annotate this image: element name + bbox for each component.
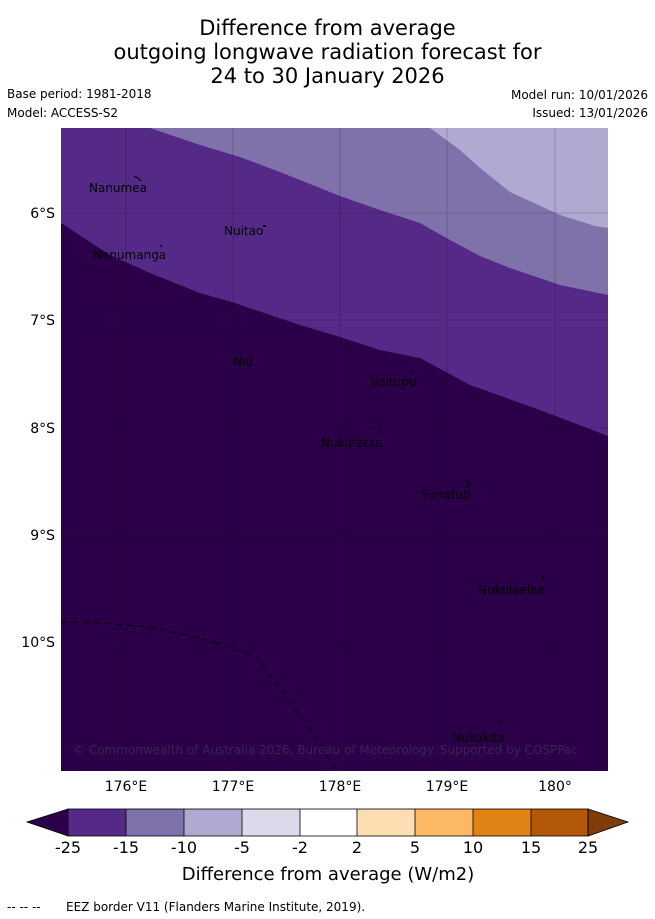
colorbar-swatch — [242, 809, 300, 836]
model-run: Model run: 10/01/2026 — [510, 88, 648, 102]
island-nukufetau — [377, 430, 382, 434]
island-nanumea — [133, 175, 142, 182]
lon-tick-label: 176°E — [105, 779, 148, 795]
map-panel: Nanumea Nuitao Nanumanga Niu Vaitupu Nuk… — [60, 128, 608, 771]
eez-legend-text: EEZ border V11 (Flanders Marine Institut… — [66, 900, 365, 914]
colorbar-tick-label: 25 — [578, 838, 598, 857]
lon-tick-label: 177°E — [212, 779, 255, 795]
lat-tick-label: 10°S — [21, 635, 55, 651]
colorbar-tick-label: -2 — [292, 838, 308, 857]
lat-tick-label: 9°S — [30, 528, 55, 544]
map-copyright: © Commonwealth of Australia 2026, Bureau… — [73, 743, 578, 757]
colorbar-tick-label: 15 — [521, 838, 541, 857]
place-label-funafuti: Funafuti — [422, 488, 471, 502]
lat-tick-label: 7°S — [30, 313, 55, 329]
map-gridlines — [61, 128, 608, 771]
lon-tick-label: 180° — [538, 779, 572, 795]
colorbar-swatch — [531, 809, 588, 836]
colorbar-tick-label: 5 — [410, 838, 420, 857]
place-label-nuilakita: Nuilakita — [452, 731, 505, 745]
colorbar-tick-label: -10 — [171, 838, 197, 857]
colorbar-tick-label: 2 — [352, 838, 362, 857]
place-label-niu: Niu — [233, 355, 253, 369]
place-label-nukulaelae: Nukulaelae — [478, 583, 545, 597]
colorbar: -25 -15 -10 -5 -2 2 5 10 15 25 Differenc… — [25, 808, 630, 885]
colorbar-title: Difference from average (W/m2) — [182, 864, 474, 885]
base-period: Base period: 1981-2018 — [7, 87, 152, 101]
issued-date: Issued: 13/01/2026 — [532, 106, 648, 120]
place-label-nanumanga: Nanumanga — [93, 248, 166, 262]
colorbar-swatch — [300, 809, 357, 836]
colorbar-extend-high — [587, 808, 630, 837]
title-line-1: Difference from average — [199, 16, 456, 40]
island-niu — [249, 355, 251, 357]
eez-legend-marker: -- -- -- — [7, 900, 41, 914]
longitude-axis: 176°E 177°E 178°E 179°E 180° — [105, 779, 572, 795]
island-funafuti — [465, 478, 470, 489]
lon-tick-label: 178°E — [319, 779, 362, 795]
island-nuilakita — [499, 721, 501, 723]
island-markers — [133, 175, 544, 723]
place-label-vaitupu: Vaitupu — [371, 375, 417, 389]
colorbar-tick-label: 10 — [463, 838, 483, 857]
place-label-nukufetau: Nukufetau — [321, 436, 383, 450]
colorbar-swatch — [68, 809, 126, 836]
island-vaitupu — [410, 369, 415, 374]
place-label-nanumea: Nanumea — [89, 181, 147, 195]
colorbar-tick-label: -15 — [113, 838, 139, 857]
lon-tick-label: 179°E — [426, 779, 469, 795]
colorbar-tick-label: -5 — [234, 838, 250, 857]
colorbar-swatch — [473, 809, 531, 836]
colorbar-swatch — [415, 809, 473, 836]
island-nuitao — [263, 225, 266, 227]
place-label-nuitao: Nuitao — [224, 224, 263, 238]
lat-tick-label: 8°S — [30, 421, 55, 437]
lat-tick-label: 6°S — [30, 206, 55, 222]
island-nanumanga — [159, 244, 163, 248]
colorbar-extend-low — [25, 808, 69, 837]
olr-zone-10-5 — [430, 128, 608, 228]
eez-border-line — [60, 621, 336, 769]
colorbar-swatch — [126, 809, 184, 836]
colorbar-swatch — [357, 809, 415, 836]
latitude-axis: 6°S 7°S 8°S 9°S 10°S — [21, 206, 55, 651]
title-line-2: outgoing longwave radiation forecast for — [113, 40, 542, 64]
colorbar-swatch — [184, 809, 242, 836]
title-line-3: 24 to 30 January 2026 — [210, 64, 445, 88]
island-nukulaelae — [542, 576, 544, 579]
model-name: Model: ACCESS-S2 — [7, 106, 119, 120]
colorbar-tick-label: -25 — [55, 838, 81, 857]
